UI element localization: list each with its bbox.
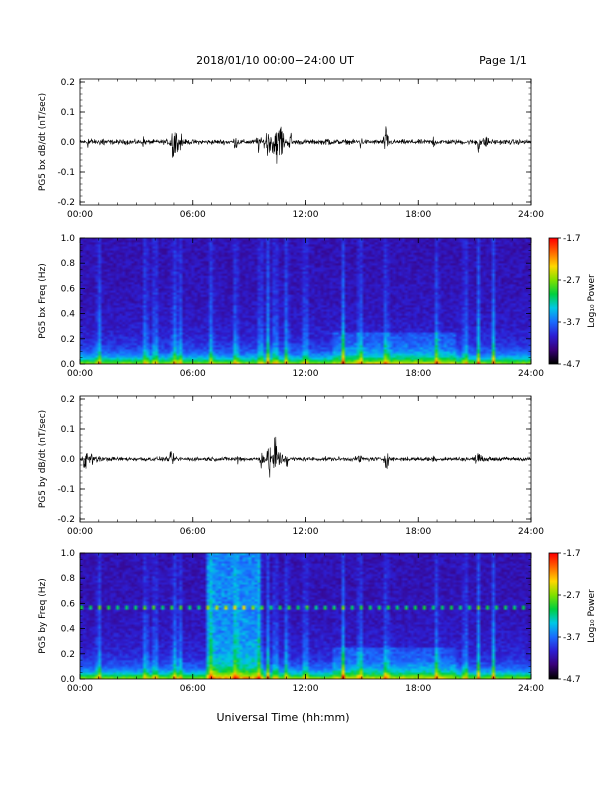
x-tick-label: 00:00 — [67, 527, 93, 537]
y-tick-label: 0.0 — [61, 455, 76, 465]
colorbar-tick-label: -3.7 — [563, 633, 581, 643]
y-tick-label: 1.0 — [61, 549, 76, 559]
x-tick-label: 12:00 — [293, 369, 319, 379]
y-tick-label: 0.4 — [61, 625, 76, 635]
colorbar-image — [549, 553, 558, 679]
panel-1: 00:00 06:00 12:00 18:00 24:00 -0.2 -0.1 0.0 0.1 0… — [38, 78, 544, 220]
y-tick-label: 0.1 — [61, 425, 75, 435]
colorbar-frame — [548, 552, 559, 680]
colorbar-tick-label: -4.7 — [563, 360, 581, 370]
y-axis-label: PG5 bx dB/dt (nT/sec) — [38, 93, 48, 191]
y-tick-label: 0.2 — [61, 78, 75, 88]
panel-2: -1.7 -2.7 -3.7 -4.7 Log₁₀ Power 00:00 06:00 12:… — [38, 234, 597, 379]
y-tick-label: 0.2 — [61, 395, 75, 405]
colorbar-label: Log₁₀ Power — [587, 589, 597, 643]
panel-3: 00:00 06:00 12:00 18:00 24:00 -0.2 -0.1 0.0 0.1 0… — [38, 395, 544, 537]
y-tick-label: 0.2 — [61, 650, 75, 660]
x-tick-label: 24:00 — [518, 369, 544, 379]
y-tick-label: -0.2 — [57, 198, 75, 208]
x-tick-label: 00:00 — [67, 210, 93, 220]
colorbar-tick-label: -3.7 — [563, 318, 581, 328]
x-tick-label: 18:00 — [405, 527, 431, 537]
x-tick-label: 18:00 — [405, 684, 431, 694]
y-tick-label: -0.2 — [57, 515, 75, 525]
x-tick-label: 18:00 — [405, 369, 431, 379]
x-tick-label: 00:00 — [67, 684, 93, 694]
panel-4: -1.7 -2.7 -3.7 -4.7 Log₁₀ Power 00:00 06:00 12:… — [38, 549, 597, 694]
spectrogram-image — [80, 238, 531, 364]
y-axis-label: PG5 by dB/dt (nT/sec) — [38, 410, 48, 508]
colorbar-tick-label: -2.7 — [563, 276, 581, 286]
y-tick-label: 0.2 — [61, 335, 75, 345]
spectrogram-image — [80, 553, 531, 679]
y-tick-label: 0.0 — [61, 675, 76, 685]
colorbar-tick-label: -2.7 — [563, 591, 581, 601]
x-tick-label: 12:00 — [293, 527, 319, 537]
y-tick-label: -0.1 — [57, 168, 75, 178]
y-tick-label: 0.1 — [61, 108, 75, 118]
dbdt-trace — [79, 126, 532, 164]
y-tick-label: 0.6 — [61, 284, 76, 294]
y-tick-label: 0.8 — [61, 574, 76, 584]
x-tick-label: 00:00 — [67, 369, 93, 379]
y-tick-label: -0.1 — [57, 485, 75, 495]
colorbar-label: Log₁₀ Power — [587, 274, 597, 328]
y-tick-label: 0.4 — [61, 310, 76, 320]
y-tick-label: 0.0 — [61, 138, 76, 148]
x-tick-label: 12:00 — [293, 684, 319, 694]
colorbar-image — [549, 238, 558, 364]
x-tick-label: 18:00 — [405, 210, 431, 220]
colorbar-tick-label: -1.7 — [563, 234, 581, 244]
x-tick-label: 24:00 — [518, 684, 544, 694]
y-tick-label: 0.8 — [61, 259, 76, 269]
page-title: 2018/01/10 00:00−24:00 UT — [196, 54, 354, 67]
x-tick-label: 06:00 — [180, 527, 206, 537]
x-tick-label: 06:00 — [180, 684, 206, 694]
colorbar-tick-label: -1.7 — [563, 549, 581, 559]
y-tick-label: 1.0 — [61, 234, 76, 244]
x-tick-label: 24:00 — [518, 527, 544, 537]
x-axis-title: Universal Time (hh:mm) — [217, 711, 350, 724]
page-number: Page 1/1 — [479, 54, 527, 67]
y-axis-label: PG5 bx Freq (Hz) — [38, 263, 48, 339]
y-tick-label: 0.0 — [61, 360, 76, 370]
x-tick-label: 06:00 — [180, 210, 206, 220]
x-tick-label: 24:00 — [518, 210, 544, 220]
panels: 00:00 06:00 12:00 18:00 24:00 -0.2 -0.1 0.0 0.1 0… — [38, 78, 597, 694]
dbdt-trace — [79, 436, 532, 478]
x-tick-label: 06:00 — [180, 369, 206, 379]
y-tick-label: 0.6 — [61, 599, 76, 609]
y-axis-label: PG5 by Freq (Hz) — [38, 578, 48, 654]
colorbar-tick-label: -4.7 — [563, 675, 581, 685]
colorbar-frame — [548, 237, 559, 365]
x-tick-label: 12:00 — [293, 210, 319, 220]
